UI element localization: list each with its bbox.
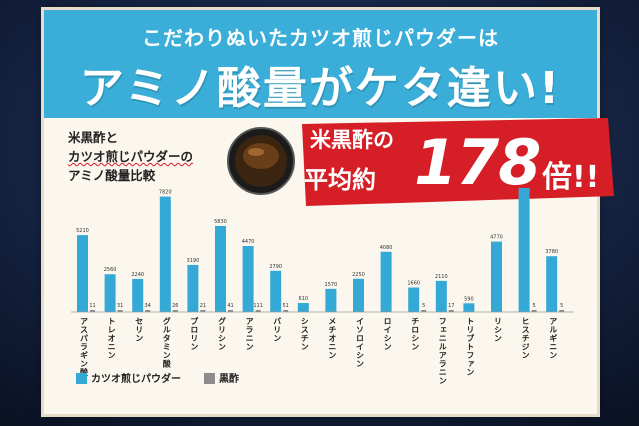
bar-katsuo (353, 278, 364, 312)
bar-katsuo (187, 264, 199, 312)
subtitle-line-1: 米黒酢と (68, 130, 119, 145)
category-label: グルタミン酸 (161, 316, 171, 369)
bar-kurozu (228, 310, 233, 312)
header-banner: こだわりぬいたカツオ煎じパウダーは アミノ酸量がケタ違い! (44, 10, 597, 118)
value-label-kurozu: 21 (200, 303, 206, 309)
bar-kurozu (448, 310, 454, 312)
value-label-katsuo: 4470 (242, 239, 255, 245)
bar-katsuo (518, 188, 530, 312)
value-label-katsuo: 1660 (407, 280, 420, 286)
black-vinegar-bowl-image (227, 127, 295, 195)
bar-katsuo (77, 235, 88, 312)
bar-kurozu (145, 310, 151, 312)
category-label: アルギニン (549, 317, 558, 360)
bar-kurozu (172, 310, 178, 312)
bar-katsuo (132, 278, 144, 312)
value-label-kurozu: 34 (145, 303, 151, 309)
bar-kurozu (255, 310, 261, 312)
value-label-katsuo: 2250 (352, 272, 365, 278)
badge-line-1: 米黒酢の (310, 128, 394, 152)
bar-katsuo (270, 270, 282, 312)
legend-item-kurozu: 黒酢 (204, 370, 239, 385)
value-label-katsuo: 5210 (76, 228, 89, 234)
bar-kurozu (90, 310, 95, 312)
badge-number: 178 (414, 126, 541, 199)
bar-kurozu (531, 310, 537, 312)
bar-katsuo (435, 280, 447, 312)
badge-suffix: 倍!! (542, 160, 600, 195)
subtitle-line-2: カツオ煎じパウダーの (68, 149, 194, 164)
value-label-katsuo: 2790 (269, 264, 282, 270)
value-label-katsuo: 610 (299, 296, 309, 302)
bar-katsuo (242, 246, 254, 312)
ratio-badge-text: 米黒酢の 平均約 178 倍!! (296, 118, 616, 206)
value-label-katsuo: 2560 (104, 267, 117, 273)
bar-katsuo (215, 225, 226, 312)
category-label: セリン (135, 317, 144, 343)
value-label-kurozu: 11 (89, 303, 95, 309)
value-label-kurozu: 31 (117, 303, 123, 309)
legend-label-katsuo: カツオ煎じパウダー (91, 374, 181, 385)
value-label-kurozu: 5 (560, 303, 563, 309)
bar-katsuo (297, 302, 309, 312)
header-line-1: こだわりぬいたカツオ煎じパウダーは (142, 26, 499, 50)
category-label: プロリン (190, 316, 199, 351)
category-label: チロシン (411, 317, 420, 351)
value-label-katsuo: 3190 (187, 258, 200, 264)
value-label-katsuo: 4080 (380, 245, 393, 251)
bar-kurozu (559, 310, 565, 312)
bar-katsuo (491, 241, 502, 312)
bar-katsuo (104, 274, 116, 312)
value-label-katsuo: 590 (464, 296, 474, 302)
value-label-kurozu: 41 (227, 303, 233, 309)
bar-kurozu (117, 310, 123, 312)
value-label-katsuo: 5830 (214, 219, 227, 225)
badge-line-2: 平均約 (304, 166, 376, 194)
chart-subtitle: 米黒酢と カツオ煎じパウダーの アミノ酸量比較 (68, 128, 193, 185)
legend-label-kurozu: 黒酢 (219, 374, 239, 385)
category-label: メチオニン (328, 317, 337, 360)
category-label: トレオニン (107, 317, 116, 360)
value-label-katsuo: 3780 (545, 249, 558, 255)
bar-katsuo (380, 251, 392, 312)
bar-katsuo (159, 196, 171, 312)
category-label: トリプトファン (466, 317, 475, 377)
bar-katsuo (325, 288, 337, 312)
category-label: シスチン (300, 317, 309, 351)
value-label-katsuo: 7820 (159, 190, 172, 196)
value-label-katsuo: 2110 (435, 274, 448, 280)
bar-kurozu (421, 310, 427, 312)
value-label-kurozu: 5 (533, 303, 536, 309)
header-line-2: アミノ酸量がケタ違い! (79, 63, 562, 114)
legend-swatch-katsuo (76, 373, 87, 384)
bar-kurozu (283, 310, 289, 312)
category-label: リシン (494, 317, 503, 343)
category-label: フェニルアラニン (438, 317, 447, 385)
legend-item-katsuo: カツオ煎じパウダー (76, 370, 181, 385)
value-label-kurozu: 111 (253, 303, 263, 309)
category-label: ロイシン (383, 317, 392, 351)
value-label-katsuo: 1570 (325, 282, 338, 288)
ratio-badge (302, 118, 614, 206)
category-label: ヒスチジン (521, 317, 530, 360)
bar-katsuo (408, 287, 420, 312)
bar-kurozu (200, 310, 206, 312)
value-label-kurozu: 51 (283, 303, 289, 309)
bar-katsuo (463, 303, 475, 312)
category-label: アスパラギン酸 (79, 317, 89, 377)
legend-swatch-kurozu (204, 373, 215, 384)
category-label: グリシン (218, 316, 227, 351)
value-label-kurozu: 26 (172, 303, 178, 309)
value-label-kurozu: 5 (422, 303, 425, 309)
category-label: バリン (273, 317, 282, 343)
bar-katsuo (546, 256, 558, 312)
value-label-katsuo: 2240 (131, 272, 144, 278)
category-label: アラニン (245, 317, 254, 351)
value-label-katsuo: 4770 (490, 235, 503, 241)
subtitle-line-3: アミノ酸量比較 (68, 168, 156, 183)
category-label: イソロイシン (356, 317, 365, 368)
value-label-kurozu: 17 (448, 303, 454, 309)
